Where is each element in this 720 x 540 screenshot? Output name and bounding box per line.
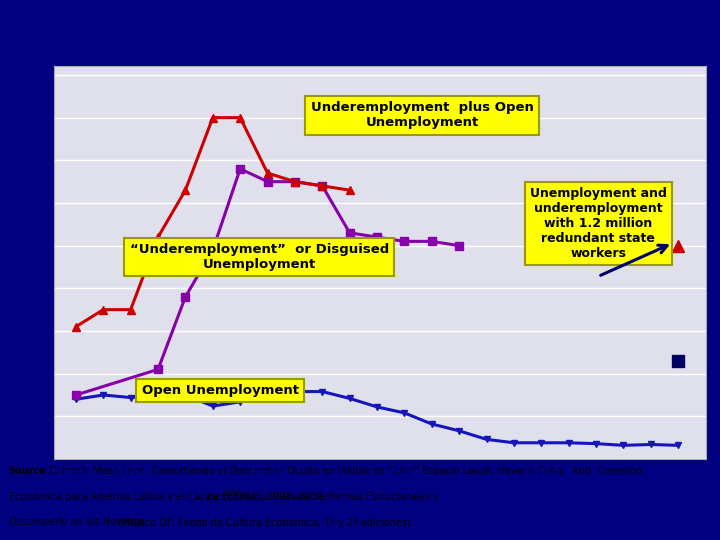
Text: Unemployment and
underemployment
with 1.2 million
redundant state
workers: Unemployment and underemployment with 1.… xyxy=(530,187,667,260)
Text: Open Unemployment: Open Unemployment xyxy=(142,384,299,397)
Text: Desempeño en los Noventa: Desempeño en los Noventa xyxy=(9,517,143,527)
Text: Underemployment  plus Open
Unemployment: Underemployment plus Open Unemployment xyxy=(311,102,534,130)
Text: Source: Source xyxy=(9,465,47,476)
Text: Chart 9  Unemployment and Underemployment in Cuba, 1988-2010: Chart 9 Unemployment and Underemployment… xyxy=(9,25,690,43)
Text: “Underemployment”  or Disguised
Unemployment: “Underemployment” or Disguised Unemploym… xyxy=(130,243,389,271)
Text: Económica para América Latina y el Caribe (CEPAL). 1997, 2000.: Económica para América Latina y el Carib… xyxy=(9,491,328,502)
Text: La Economía Cubana: Reformas Estructurales y: La Economía Cubana: Reformas Estructural… xyxy=(207,491,439,502)
Text: (México DF: Fondo de Cultura Económica, 1ª y 2ª ediciones).: (México DF: Fondo de Cultura Económica, … xyxy=(115,517,414,528)
Text: Carmelo Mesa-Lago: Convirtiendo el Desempleo Oculto en Visible en Cuba” Espacio : Carmelo Mesa-Lago: Convirtiendo el Desem… xyxy=(43,465,642,476)
